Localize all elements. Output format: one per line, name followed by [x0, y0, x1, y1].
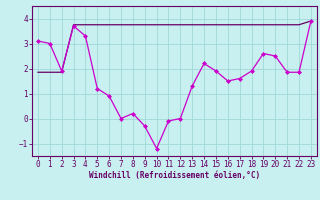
- X-axis label: Windchill (Refroidissement éolien,°C): Windchill (Refroidissement éolien,°C): [89, 171, 260, 180]
